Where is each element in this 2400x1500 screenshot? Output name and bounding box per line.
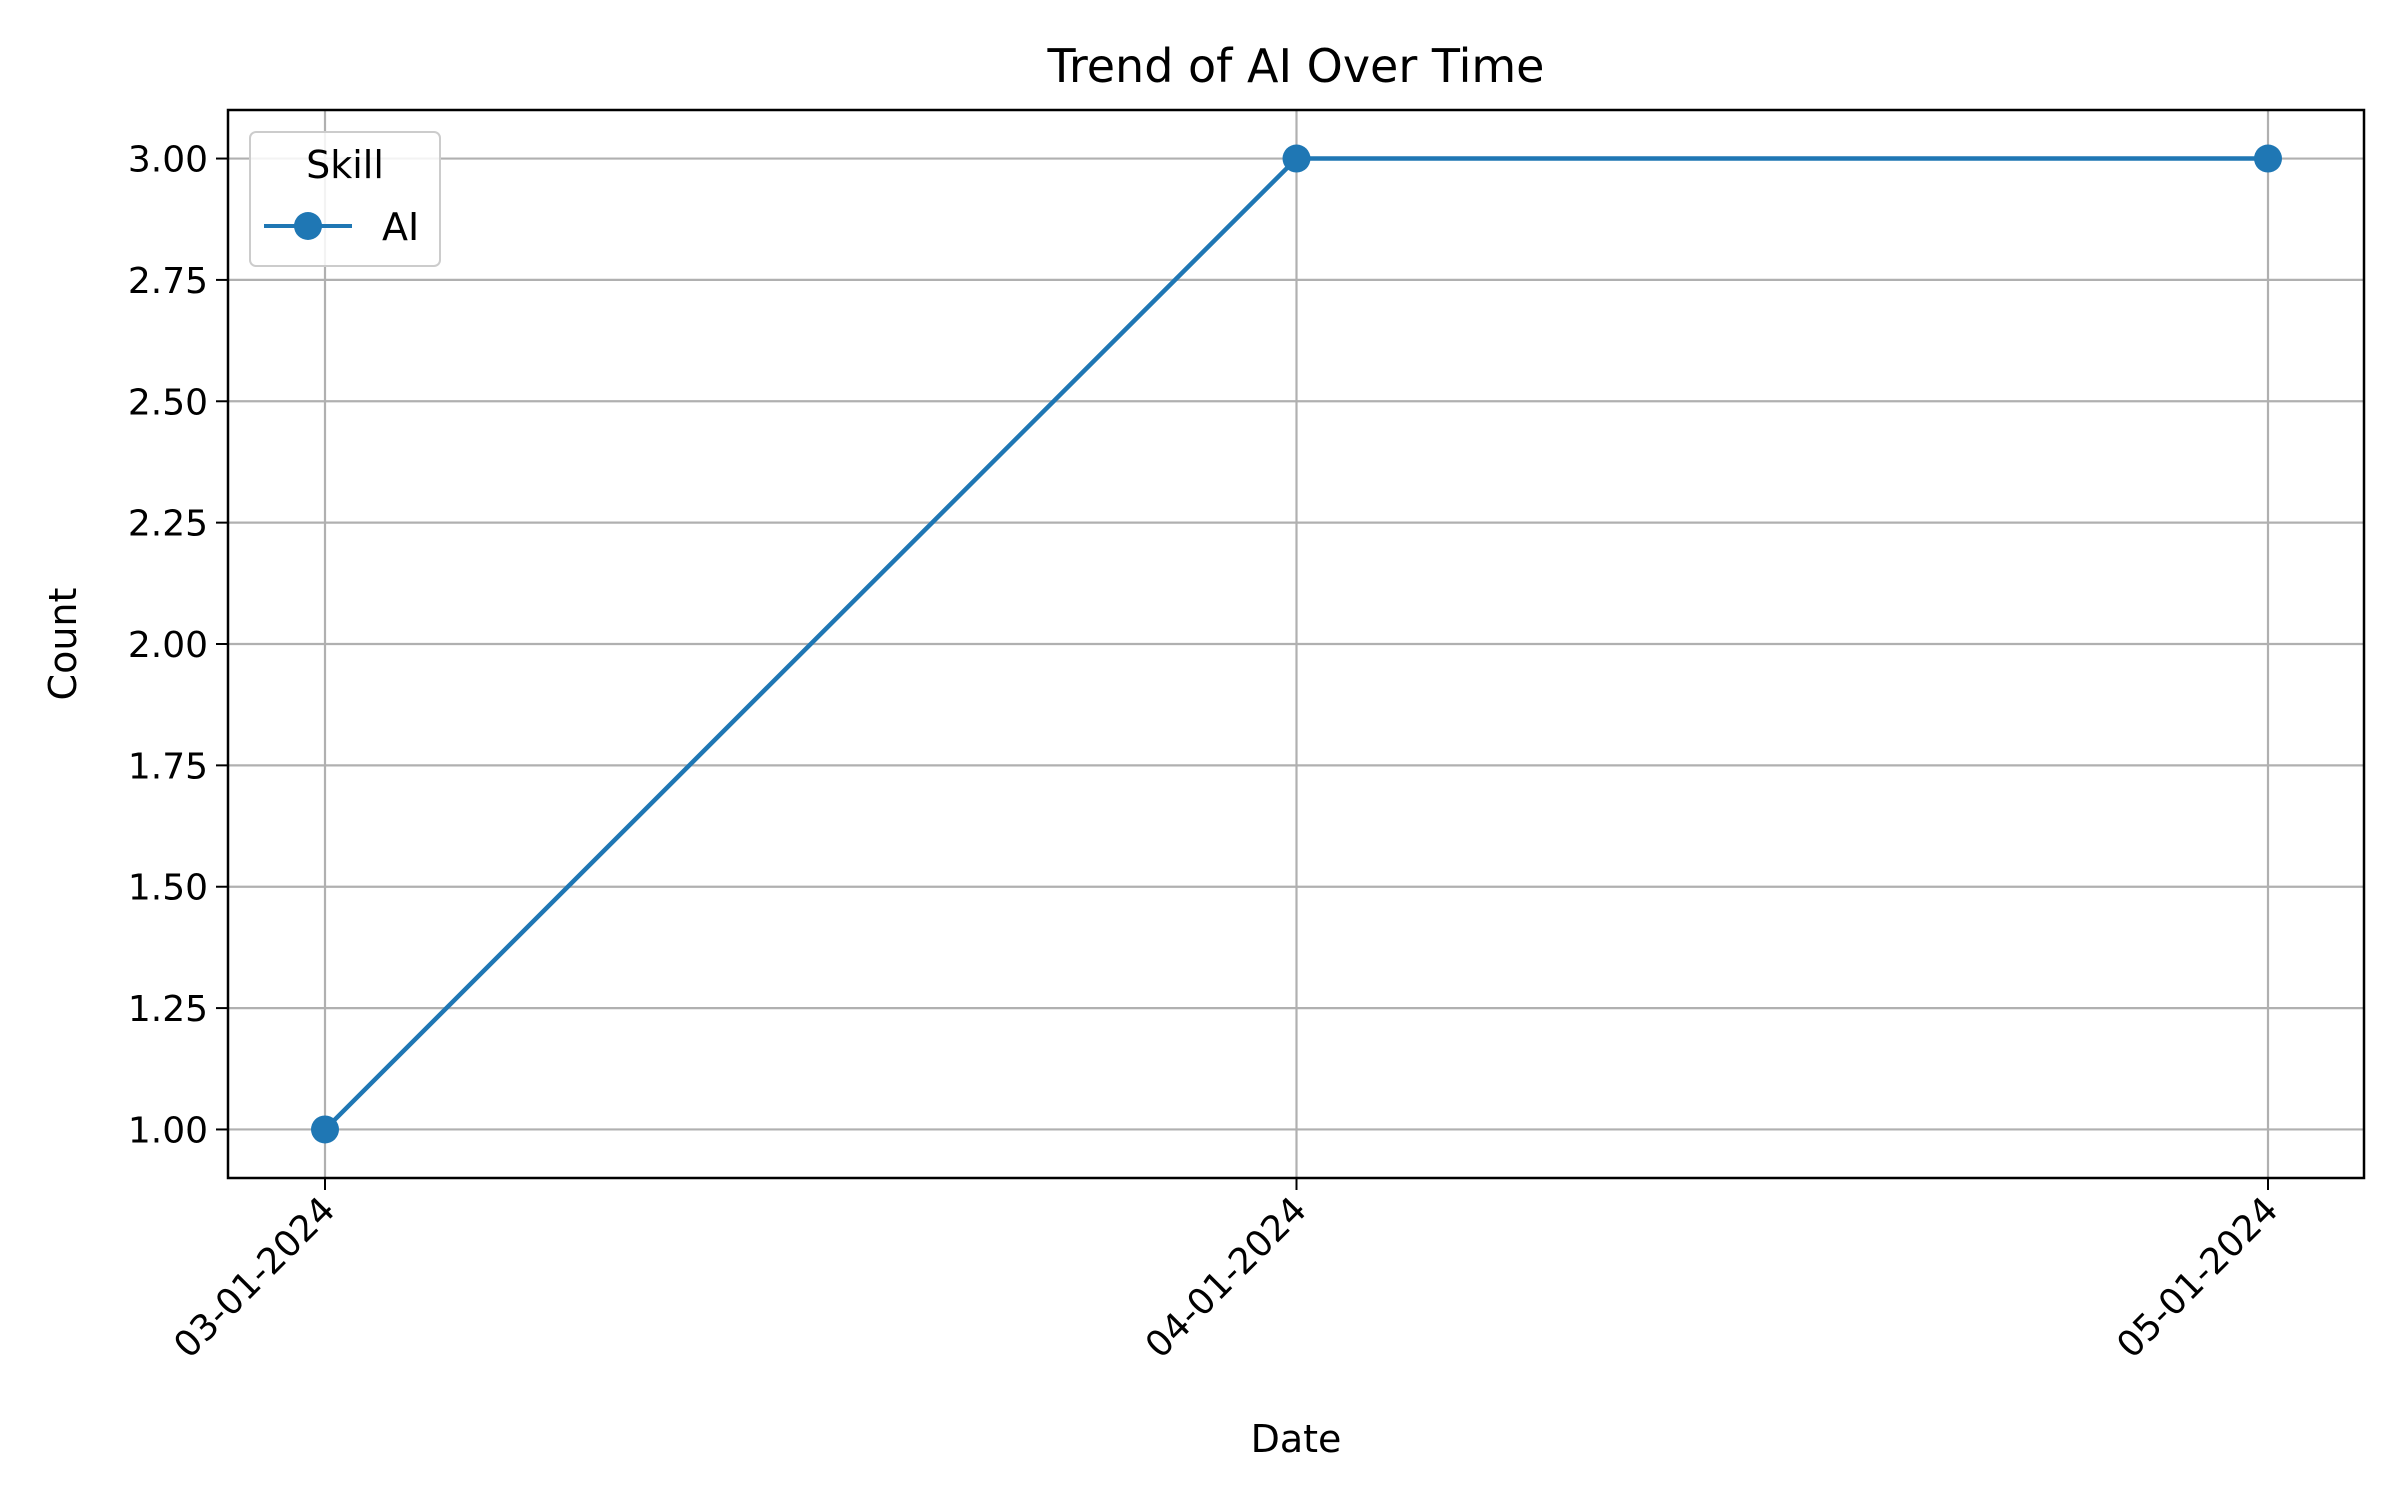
series-layer xyxy=(311,144,2282,1144)
y-tick-label: 3.00 xyxy=(128,140,208,181)
data-point xyxy=(311,1115,339,1144)
legend-title: Skill xyxy=(306,143,384,187)
x-axis-label: Date xyxy=(1251,1417,1342,1461)
y-tick-label: 2.50 xyxy=(128,382,208,423)
y-tick-label: 2.00 xyxy=(128,625,208,666)
y-tick-label: 1.75 xyxy=(128,746,208,787)
y-tick-label: 1.25 xyxy=(128,989,208,1030)
y-tick-label: 2.25 xyxy=(128,504,208,545)
legend-marker-ai xyxy=(294,212,322,240)
grid xyxy=(228,110,2364,1178)
y-axis: 1.00 1.25 1.50 1.75 2.00 2.25 2.50 2.75 3.00 xyxy=(128,140,228,1151)
y-axis-label: Count xyxy=(41,588,85,701)
legend-label-ai: AI xyxy=(382,205,419,249)
chart-title: Trend of AI Over Time xyxy=(1047,39,1545,93)
y-tick-label: 1.50 xyxy=(128,868,208,909)
legend: Skill AI xyxy=(249,131,441,267)
y-tick-label: 1.00 xyxy=(128,1110,208,1151)
plot-area xyxy=(226,108,2366,1180)
data-point xyxy=(1282,144,1311,173)
y-tick-label: 2.75 xyxy=(128,261,208,302)
data-point xyxy=(2254,144,2282,173)
